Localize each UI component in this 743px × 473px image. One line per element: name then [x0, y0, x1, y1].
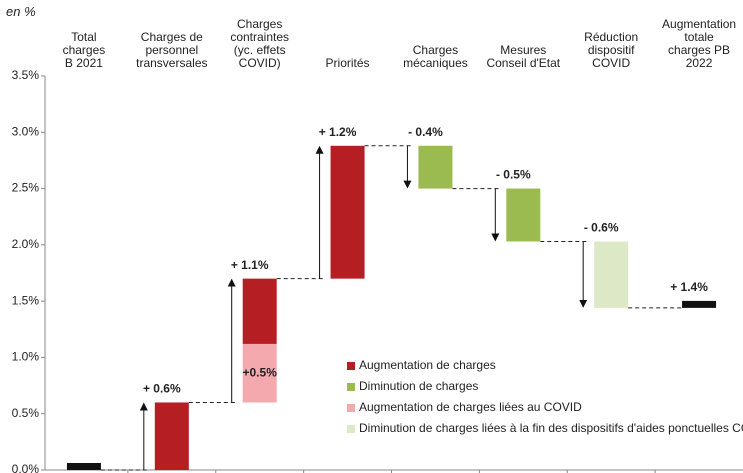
legend-label: Augmentation de charges	[359, 358, 496, 372]
legend-marker	[347, 383, 355, 391]
y-tick-label: 1.0%	[12, 350, 40, 364]
legend-label: Augmentation de charges liées au COVID	[359, 400, 582, 414]
y-tick-label: 0.0%	[12, 462, 40, 473]
category-label: Priorités	[325, 56, 370, 70]
legend-marker	[347, 362, 355, 370]
legend-label: Diminution de charges	[359, 379, 478, 393]
step-label: - 0.6%	[584, 221, 619, 235]
step-label: + 0.6%	[143, 382, 181, 396]
bar	[418, 145, 453, 189]
step-label: + 1.1%	[231, 258, 269, 272]
y-tick-label: 0.5%	[12, 406, 40, 420]
y-tick-label: 1.5%	[12, 293, 40, 307]
legend-box	[345, 355, 725, 443]
category-label: Total charges B 2021	[62, 30, 106, 70]
category-label: Charges de personnel transversales	[136, 30, 208, 70]
step-label: + 1.2%	[319, 125, 357, 139]
category-label: Mesures Conseil d'Etat	[486, 43, 561, 70]
step-label: - 0.4%	[408, 125, 443, 139]
category-label: Réduction dispositif COVID	[584, 30, 639, 70]
legend-marker	[347, 425, 355, 433]
category-label: Charges contraintes (yc. effets COVID)	[230, 17, 290, 70]
legend-label: Diminution de charges liées à la fin des…	[359, 421, 743, 435]
bar	[594, 241, 629, 308]
step-label: + 1.4%	[670, 280, 708, 294]
step-label: - 0.5%	[496, 168, 531, 182]
total-bar	[682, 300, 717, 308]
bar	[242, 278, 277, 344]
total-bar	[66, 463, 101, 470]
bar	[242, 343, 277, 403]
value-label: +0.5%	[243, 365, 278, 379]
bar	[154, 402, 189, 470]
y-tick-label: 2.5%	[12, 181, 40, 195]
y-tick-label: 2.0%	[12, 237, 40, 251]
legend-marker	[347, 404, 355, 412]
bar	[330, 145, 365, 279]
y-tick-label: 3.0%	[12, 124, 40, 138]
bar	[506, 188, 541, 242]
category-label: Charges mécaniques	[403, 43, 468, 70]
unit-label: en %	[6, 4, 36, 19]
y-tick-label: 3.5%	[12, 68, 40, 82]
category-label: Augmentation totale charges PB 2022	[662, 17, 737, 70]
